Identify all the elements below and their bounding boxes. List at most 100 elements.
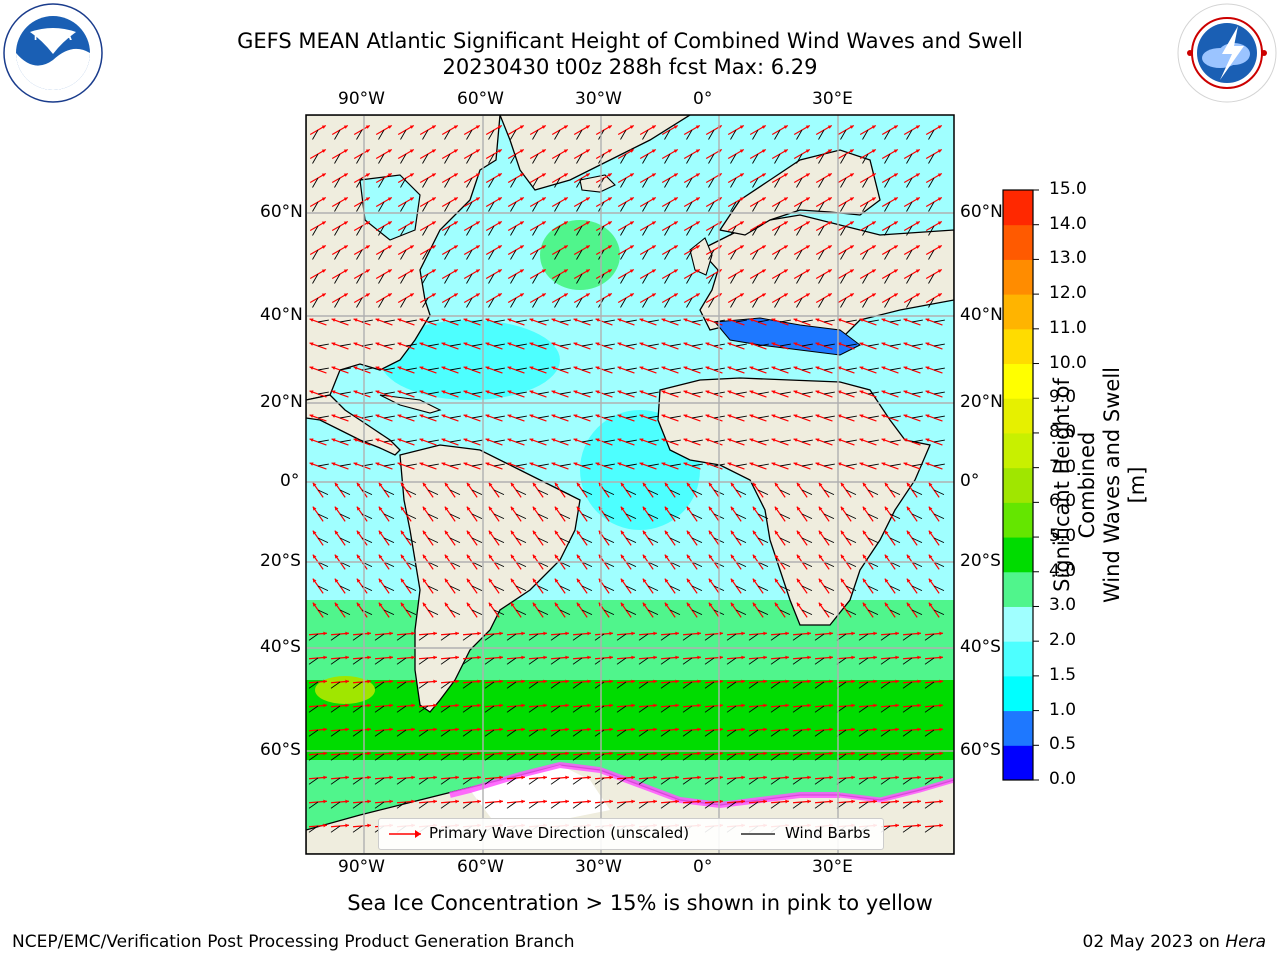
wave-arrow-head: [928, 602, 933, 607]
wave-arrow-head: [422, 482, 427, 487]
wave-arrow-head: [862, 602, 867, 607]
wave-arrow-head: [893, 269, 898, 273]
wave-arrow-head: [563, 269, 568, 273]
wind-barb: [862, 153, 869, 164]
wave-arrow-head: [774, 482, 779, 487]
wave-arrow-head: [576, 506, 581, 511]
wave-arrow-head: [411, 655, 415, 660]
wind-barb: [642, 153, 649, 164]
wave-arrow-head: [871, 125, 876, 129]
colorbar-segment: [1003, 224, 1033, 260]
wave-arrow-head: [629, 269, 634, 273]
wind-barb: [862, 249, 869, 260]
wind-barb: [669, 367, 681, 371]
wave-arrow-head: [937, 173, 942, 177]
wave-arrow-head: [529, 390, 534, 394]
wind-barb: [748, 657, 759, 665]
wave-arrow-head: [356, 578, 361, 583]
wind-barb: [708, 249, 715, 260]
wave-arrow-head: [607, 245, 612, 249]
wave-arrow-head: [345, 679, 349, 684]
wind-barb: [911, 585, 923, 592]
wind-barb: [801, 585, 813, 592]
wave-arrow-head: [477, 727, 481, 732]
wave-arrow-head: [343, 293, 348, 297]
wind-barb: [779, 319, 791, 323]
wave-direction-legend-icon: [389, 830, 421, 838]
wave-arrow-head: [815, 366, 820, 370]
wind-barb: [466, 201, 473, 212]
wave-arrow-head: [873, 631, 877, 636]
wind-barb: [752, 249, 759, 260]
wave-arrow-head: [719, 751, 723, 756]
wave-arrow-head: [915, 197, 920, 201]
wave-arrow-head: [353, 438, 358, 442]
wave-arrow-head: [431, 197, 436, 201]
wave-arrow-head: [653, 631, 657, 636]
wave-arrow-head: [761, 197, 766, 201]
wave-arrow-head: [532, 530, 537, 535]
wind-barb: [818, 129, 825, 140]
wave-arrow-head: [928, 506, 933, 511]
wave-arrow-head: [785, 631, 789, 636]
wind-barb: [378, 225, 385, 236]
wind-barb: [484, 801, 495, 809]
wave-arrow-head: [749, 318, 754, 322]
wind-barb: [889, 561, 901, 568]
wind-barb: [664, 201, 671, 212]
wave-arrow-head: [551, 462, 556, 466]
wave-arrow-head: [639, 390, 644, 394]
wave-arrow-head: [356, 554, 361, 559]
wind-barb: [682, 777, 693, 785]
wind-barb: [400, 249, 407, 260]
wave-arrow-head: [433, 727, 437, 732]
wave-arrow-head: [895, 823, 899, 828]
wind-barb: [845, 391, 857, 395]
wave-arrow-head: [532, 578, 537, 583]
wave-arrow-head: [585, 269, 590, 273]
wind-barb: [559, 463, 571, 467]
wind-barb: [352, 777, 363, 785]
wave-arrow-head: [673, 269, 678, 273]
wind-barb: [330, 705, 341, 713]
wave-arrow-head: [829, 799, 833, 804]
wind-barb: [572, 777, 583, 785]
wind-barb: [647, 609, 659, 616]
wind-barb: [493, 463, 505, 467]
wave-arrow-head: [617, 366, 622, 370]
wind-barb: [691, 609, 703, 616]
wave-arrow-head: [554, 578, 559, 583]
wave-arrow-head: [862, 482, 867, 487]
wave-arrow-head: [871, 269, 876, 273]
wind-barb: [647, 585, 659, 592]
wave-arrow-head: [331, 390, 336, 394]
wind-barb: [642, 249, 649, 260]
wind-barb: [924, 753, 935, 761]
wave-arrow-head: [675, 631, 679, 636]
wind-barb: [396, 633, 407, 641]
wind-barb: [308, 705, 319, 713]
wave-arrow-head: [519, 221, 524, 225]
wind-barb: [339, 391, 351, 395]
wind-barb: [779, 489, 791, 496]
colorbar-tick-label: 12.0: [1049, 283, 1087, 304]
wind-barb: [691, 463, 703, 467]
wave-arrow-head: [367, 679, 371, 684]
wave-arrow-head: [529, 438, 534, 442]
wave-arrow-head: [651, 173, 656, 177]
wave-arrow-head: [444, 482, 449, 487]
wind-barb: [748, 729, 759, 737]
wave-arrow-head: [893, 221, 898, 225]
wave-arrow-head: [378, 554, 383, 559]
wind-barb: [484, 681, 495, 689]
wave-arrow-head: [365, 197, 370, 201]
wind-barb: [493, 609, 505, 616]
wave-arrow-head: [521, 775, 525, 780]
wind-barb: [735, 561, 747, 568]
wind-barb: [352, 657, 363, 665]
wind-barb: [444, 273, 451, 284]
wave-arrow-head: [453, 245, 458, 249]
wind-barb: [352, 633, 363, 641]
wind-barb: [858, 753, 869, 761]
wind-barb: [422, 153, 429, 164]
